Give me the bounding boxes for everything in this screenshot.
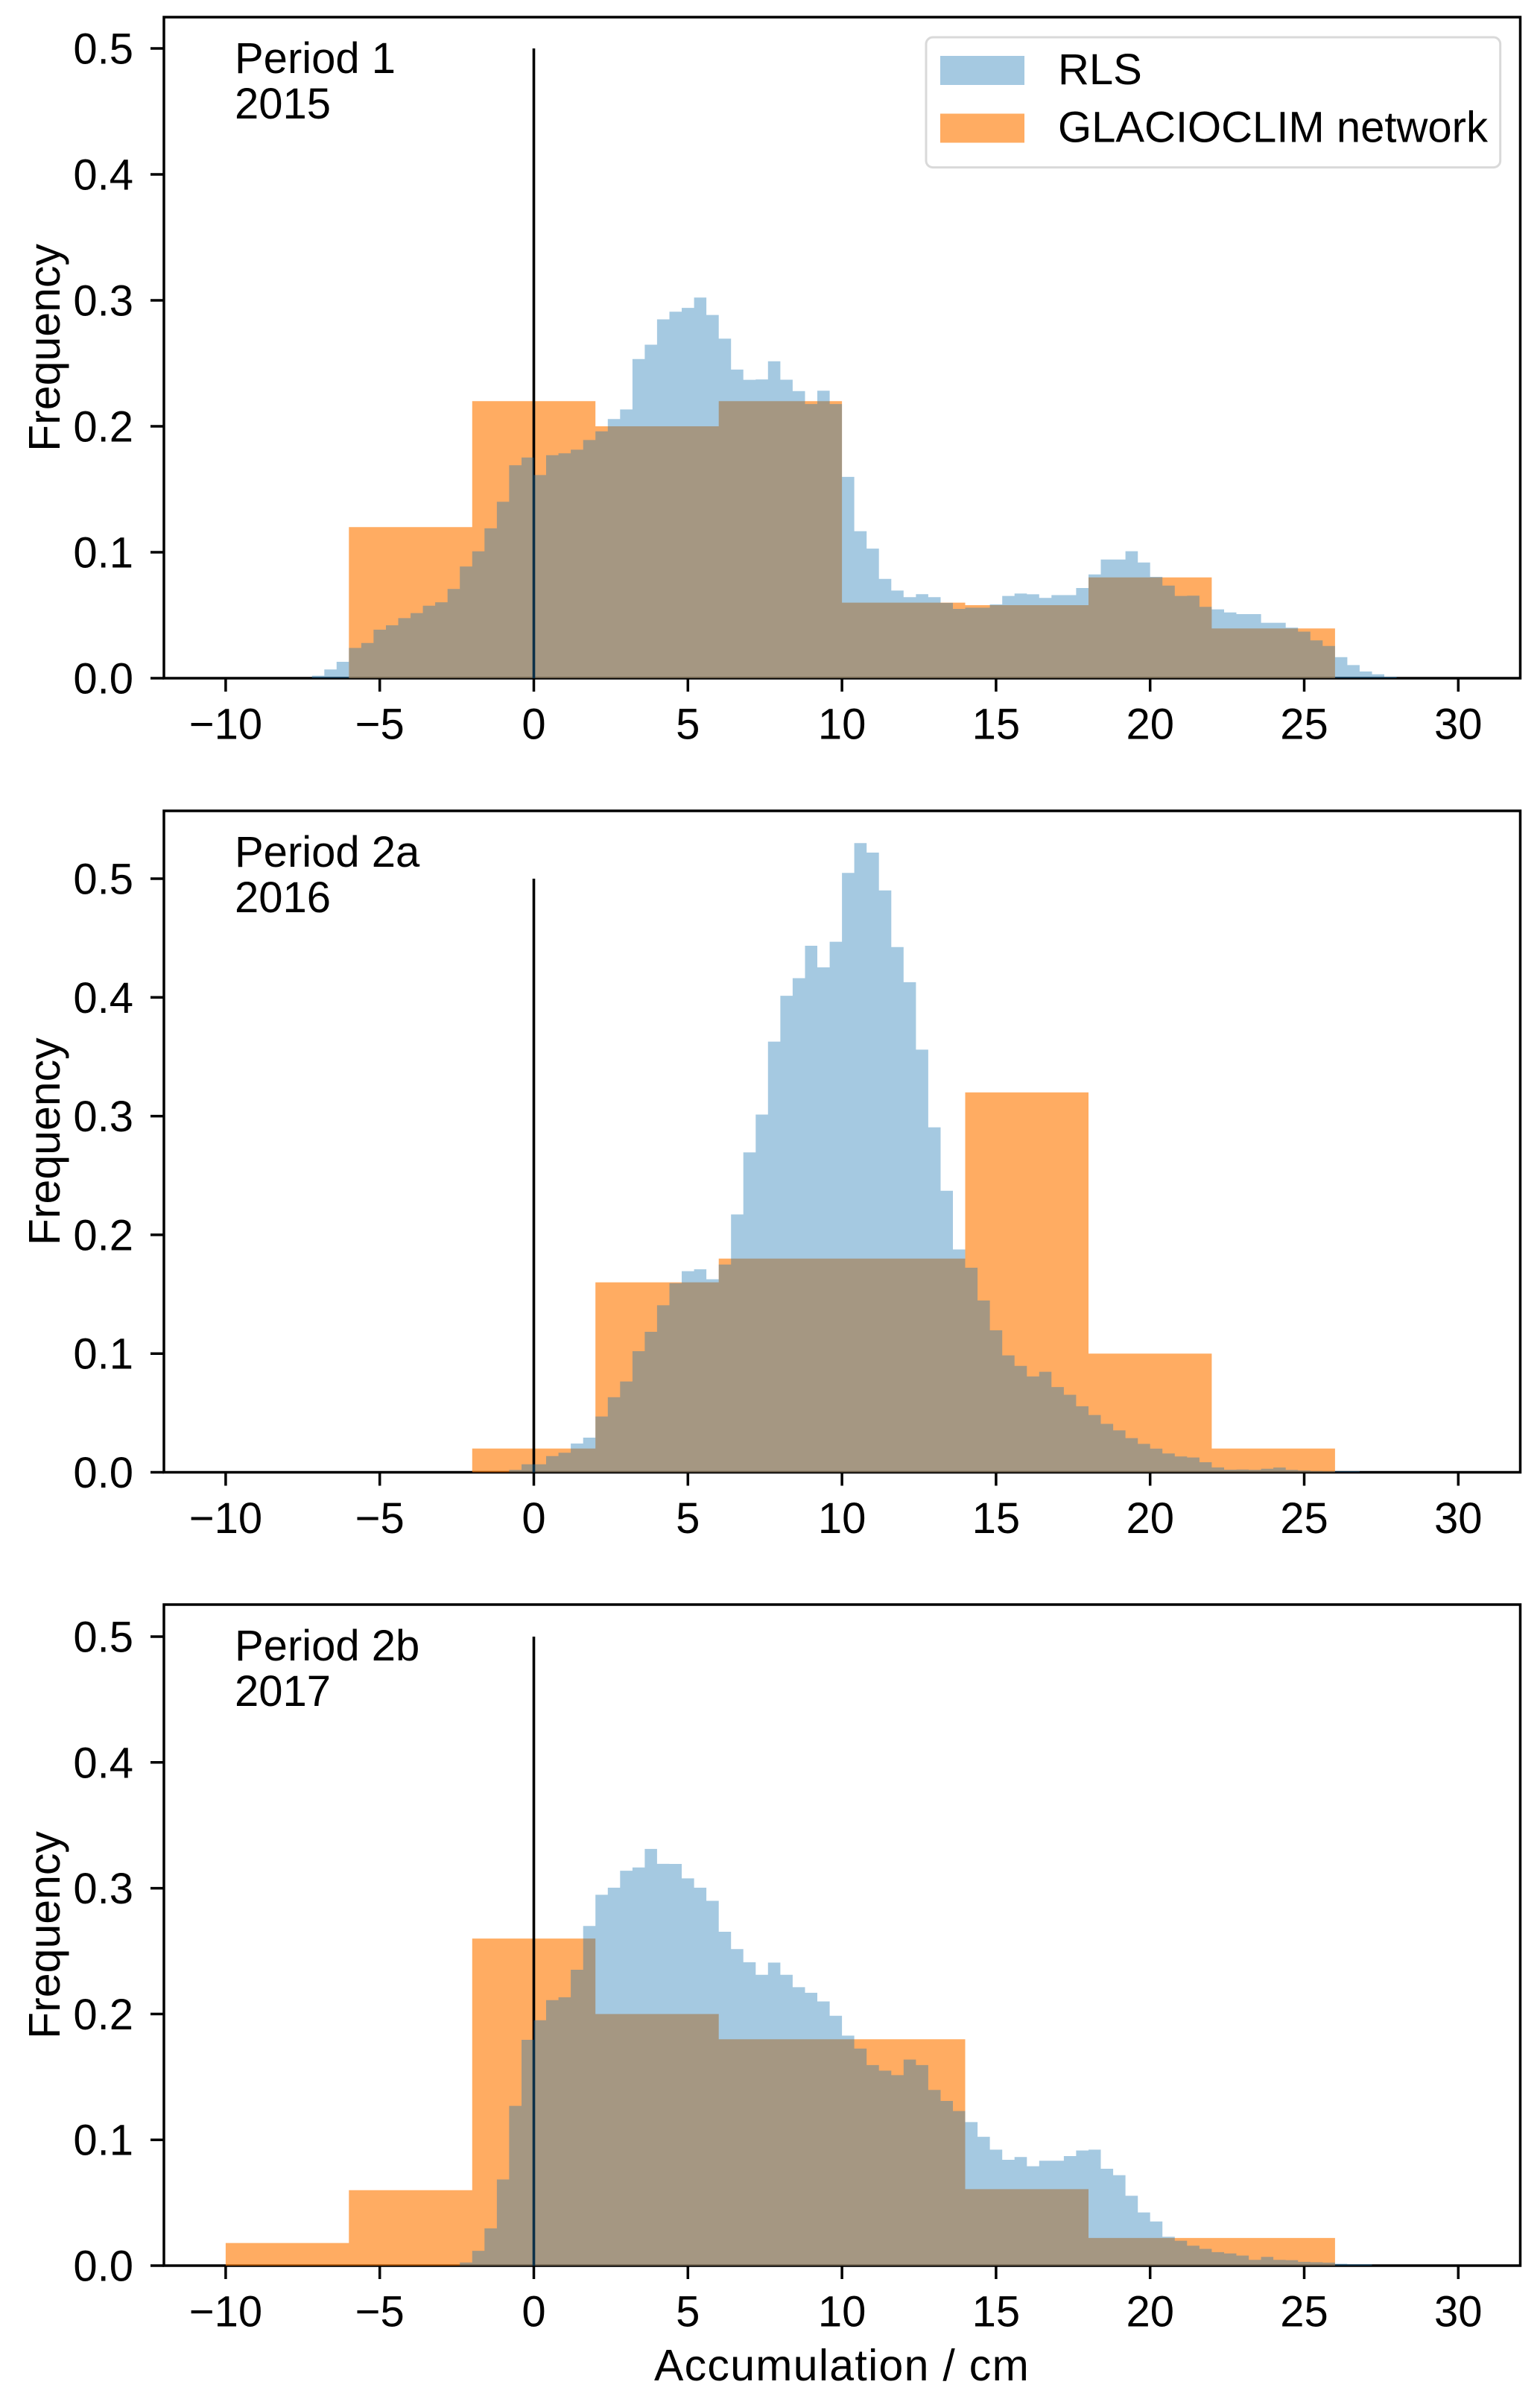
svg-text:0.4: 0.4 [73,151,133,200]
svg-text:0.4: 0.4 [73,974,133,1023]
svg-text:2017: 2017 [235,1667,331,1716]
svg-text:Period 1: Period 1 [235,34,396,83]
svg-text:5: 5 [676,1494,700,1543]
svg-text:Period 2a: Period 2a [235,828,420,876]
svg-text:0.5: 0.5 [73,856,133,904]
svg-text:0.5: 0.5 [73,1614,133,1662]
svg-text:10: 10 [818,2288,866,2336]
svg-text:20: 20 [1126,2288,1174,2336]
svg-text:0.0: 0.0 [73,2243,133,2291]
svg-text:0.1: 0.1 [73,529,133,578]
svg-text:30: 30 [1434,1494,1483,1543]
svg-text:15: 15 [972,1494,1021,1543]
svg-text:2015: 2015 [235,80,331,128]
svg-text:−5: −5 [355,1494,405,1543]
svg-text:30: 30 [1434,2288,1483,2336]
svg-text:0.3: 0.3 [73,277,133,326]
svg-text:15: 15 [972,2288,1021,2336]
svg-text:25: 25 [1280,1494,1328,1543]
svg-text:5: 5 [676,2288,700,2336]
svg-text:Frequency: Frequency [20,1831,69,2039]
svg-text:RLS: RLS [1058,45,1142,94]
svg-text:GLACIOCLIM network: GLACIOCLIM network [1058,104,1489,152]
svg-text:0.2: 0.2 [73,1211,133,1260]
svg-text:0.3: 0.3 [73,1093,133,1141]
svg-text:Period 2b: Period 2b [235,1622,419,1670]
svg-text:2016: 2016 [235,873,331,922]
svg-text:0.1: 0.1 [73,1330,133,1379]
svg-text:−10: −10 [189,701,262,749]
svg-text:0.4: 0.4 [73,1739,133,1787]
svg-text:20: 20 [1126,1494,1174,1543]
svg-text:Frequency: Frequency [20,1037,69,1245]
svg-text:0: 0 [522,2288,545,2336]
svg-text:−5: −5 [355,701,405,749]
svg-text:0.3: 0.3 [73,1865,133,1913]
svg-text:10: 10 [818,1494,866,1543]
svg-text:Accumulation / cm: Accumulation / cm [654,2341,1030,2390]
svg-text:Frequency: Frequency [20,244,69,452]
svg-text:0.2: 0.2 [73,1991,133,2039]
svg-text:0.1: 0.1 [73,2117,133,2165]
svg-text:15: 15 [972,701,1021,749]
svg-text:0: 0 [522,701,545,749]
svg-text:30: 30 [1434,701,1483,749]
svg-text:0.5: 0.5 [73,25,133,74]
svg-text:0.2: 0.2 [73,403,133,452]
svg-text:10: 10 [818,701,866,749]
svg-text:−10: −10 [189,2288,262,2336]
svg-text:0.0: 0.0 [73,1449,133,1497]
svg-text:−10: −10 [189,1494,262,1543]
svg-text:25: 25 [1280,2288,1328,2336]
svg-text:5: 5 [676,701,700,749]
svg-text:−5: −5 [355,2288,405,2336]
svg-text:0.0: 0.0 [73,655,133,704]
svg-text:0: 0 [522,1494,545,1543]
svg-text:20: 20 [1126,701,1174,749]
svg-text:25: 25 [1280,701,1328,749]
